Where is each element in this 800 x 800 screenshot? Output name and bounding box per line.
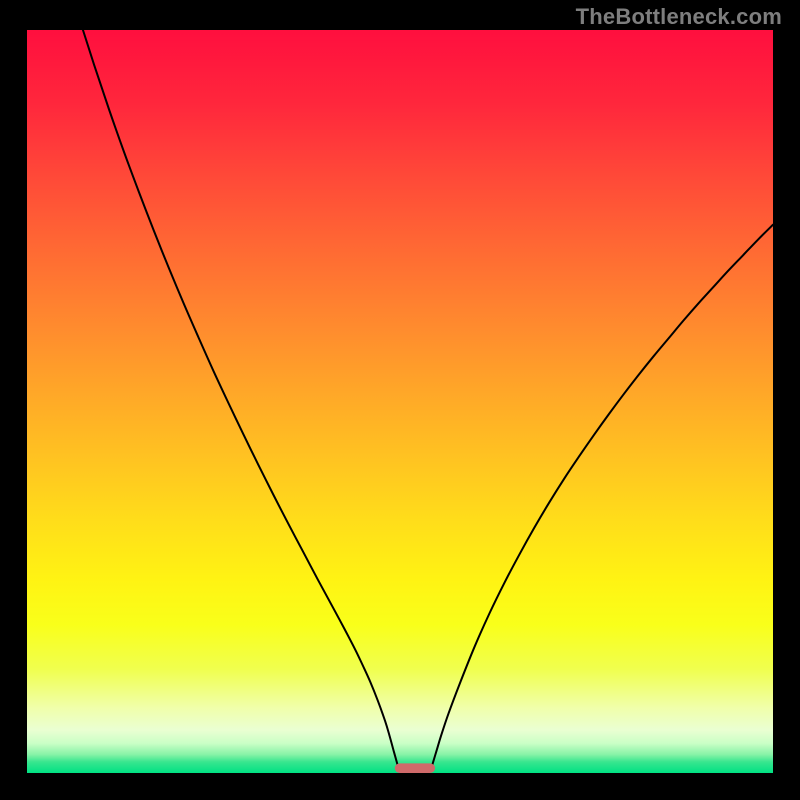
bottleneck-marker [395,763,435,773]
watermark-text: TheBottleneck.com [576,4,782,30]
chart-plot-area [27,30,773,773]
bottleneck-curve-chart [27,30,773,773]
gradient-background [27,30,773,773]
